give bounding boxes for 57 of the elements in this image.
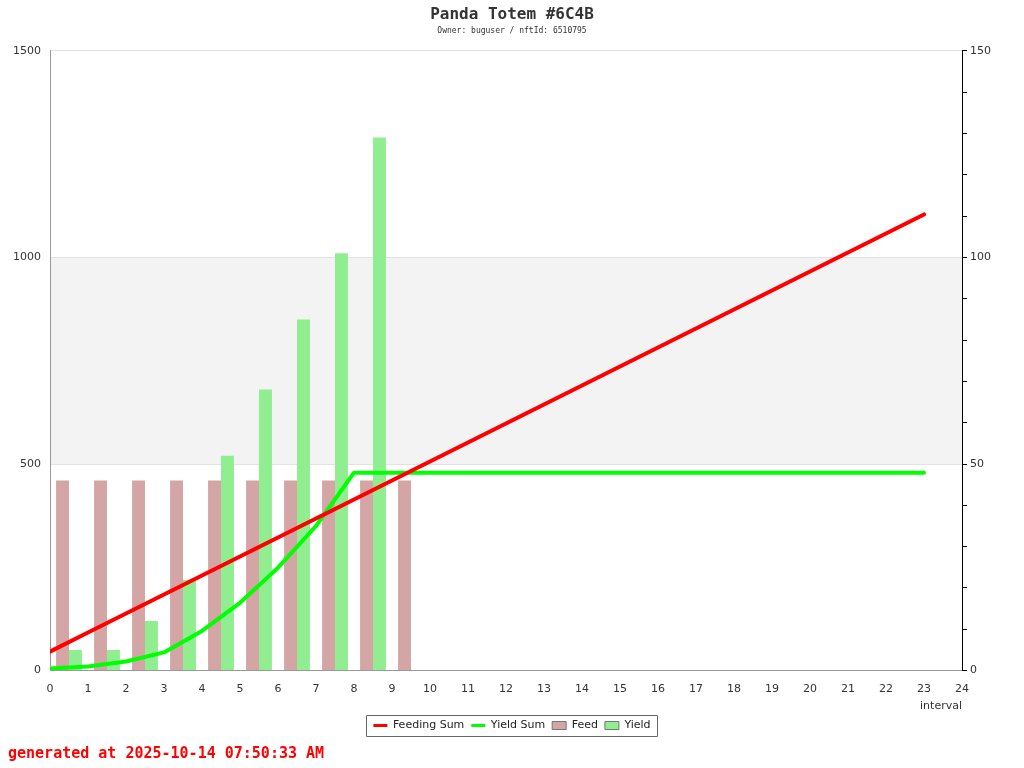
- y-tick-label: 1000: [13, 250, 41, 264]
- y2-tick-label: 0: [970, 663, 977, 677]
- bar: [170, 480, 183, 671]
- x-tick-label: 16: [651, 682, 665, 696]
- bar: [335, 253, 348, 671]
- x-tick-label: 8: [350, 682, 358, 696]
- bar: [297, 319, 310, 671]
- x-tick-label: 9: [388, 682, 396, 696]
- bar: [132, 480, 145, 671]
- x-tick-label: 21: [841, 682, 855, 696]
- chart-title: Panda Totem #6C4B: [430, 3, 595, 23]
- x-tick-label: 24: [955, 682, 969, 696]
- x-tick-label: 15: [613, 682, 627, 696]
- text: generated at 2025-10-14 07:50:33 AM: [8, 743, 325, 762]
- y2-tick-label: 150: [970, 43, 991, 57]
- x-tick-label: 5: [236, 682, 244, 696]
- x-tick-label: 20: [803, 682, 817, 696]
- legend-label: Feeding Sum: [392, 718, 465, 732]
- x-tick-label: 23: [917, 682, 931, 696]
- y-tick-label: 0: [34, 663, 41, 677]
- x-tick-label: 19: [765, 682, 779, 696]
- x-axis-title: interval: [920, 699, 962, 713]
- x-tick-label: 17: [689, 682, 703, 696]
- x-tick-label: 0: [46, 682, 54, 696]
- x-tick-label: 6: [274, 682, 282, 696]
- x-tick-label: 4: [198, 682, 206, 696]
- bar: [284, 480, 297, 671]
- bar: [373, 137, 386, 671]
- x-tick-label: 14: [575, 682, 589, 696]
- x-tick-label: 7: [312, 682, 320, 696]
- bar: [94, 480, 107, 671]
- x-tick-label: 18: [727, 682, 741, 696]
- bar: [360, 480, 373, 671]
- x-tick-label: 22: [879, 682, 893, 696]
- legend-label: Feed: [571, 718, 598, 732]
- bar: [221, 455, 234, 671]
- x-tick-label: 13: [537, 682, 551, 696]
- bar: [322, 480, 335, 671]
- x-tick-label: 3: [160, 682, 168, 696]
- bar: [259, 389, 272, 671]
- bar: [145, 621, 158, 671]
- x-tick-label: 10: [423, 682, 437, 696]
- bar: [246, 480, 259, 671]
- x-tick-label: 1: [84, 682, 92, 696]
- legend-label: Yield Sum: [489, 718, 546, 732]
- y-tick-label: 1500: [13, 43, 41, 57]
- chart-subtitle: Owner: buguser / nftId: 6510795: [437, 26, 587, 36]
- bar: [208, 480, 221, 671]
- legend-label: Yield: [623, 718, 651, 732]
- x-tick-label: 2: [122, 682, 130, 696]
- y-tick-label: 500: [20, 456, 41, 470]
- bar: [183, 579, 196, 671]
- y2-tick-label: 50: [970, 456, 984, 470]
- x-tick-label: 11: [461, 682, 475, 696]
- x-tick-label: 12: [499, 682, 513, 696]
- y2-tick-label: 100: [970, 250, 991, 264]
- bar: [398, 480, 411, 671]
